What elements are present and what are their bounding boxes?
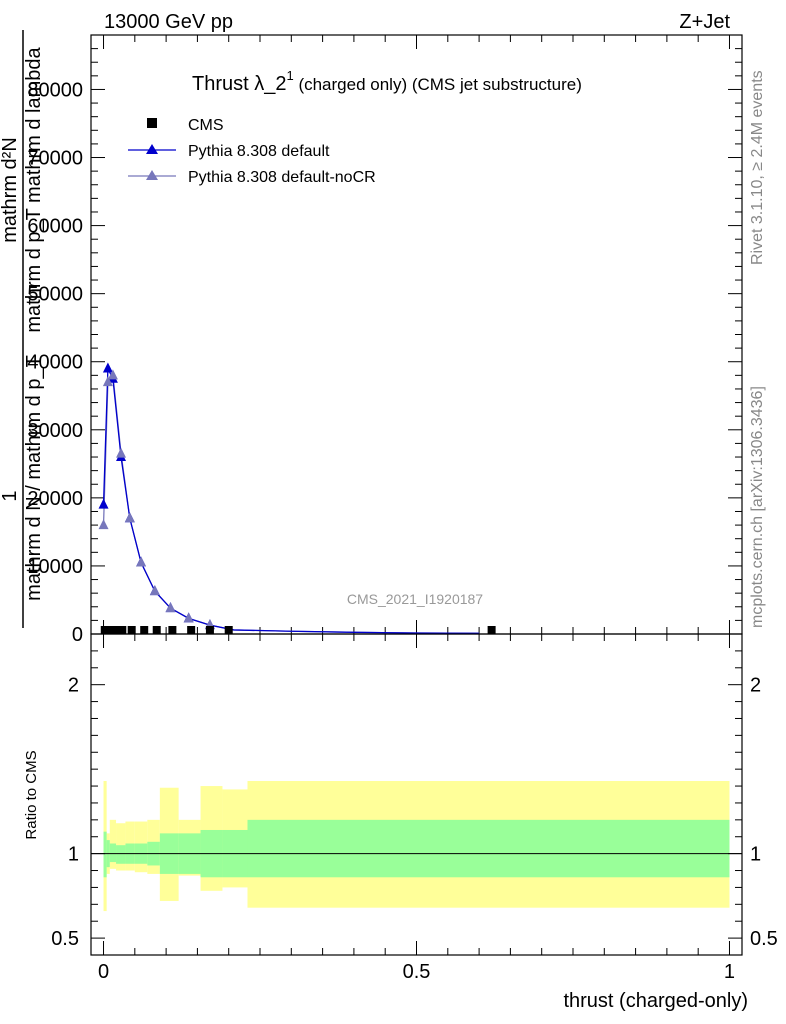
main-y-tick-label-8: 80000: [27, 79, 83, 101]
main-y-tick-label-6: 60000: [27, 216, 83, 238]
ratio-y-tick-label-2: 2: [68, 675, 79, 697]
ratio-y-tick-label-1: 1: [68, 844, 79, 866]
legend-cms-marker: [147, 118, 157, 128]
ratio-band-inner-0: [103, 831, 107, 878]
x-axis-label: thrust (charged-only): [563, 990, 748, 1012]
main-y-tick-label-1: 10000: [27, 556, 83, 578]
cms-marker-11: [487, 626, 496, 634]
main-y-tick-label-3: 30000: [27, 420, 83, 442]
cms-marker-2: [112, 626, 121, 634]
cms-marker-8: [187, 626, 196, 634]
pythia-nocr-marker-3: [116, 447, 127, 458]
ratio-band-inner-11: [247, 819, 730, 878]
cms-marker-1: [105, 626, 114, 634]
plot-title-main: Thrust λ_2: [192, 73, 286, 95]
cms-marker-4: [127, 626, 136, 634]
pythia-nocr-marker-8: [183, 612, 194, 623]
pythia-nocr-marker-4: [124, 512, 135, 523]
x-tick-label-0: 0: [98, 961, 109, 983]
main-y-tick-label-4: 40000: [27, 352, 83, 374]
pythia-nocr-marker-2: [107, 369, 118, 380]
legend: CMS Pythia 8.308 default Pythia 8.308 de…: [128, 117, 376, 186]
y-label-frac-num: 1: [0, 490, 21, 501]
cms-marker-0: [100, 626, 109, 634]
main-y-tick-label-7: 70000: [27, 148, 83, 170]
legend-nocr-marker: [146, 170, 158, 180]
legend-default-marker: [146, 144, 158, 154]
header-process: Z+Jet: [679, 11, 730, 33]
pythia-default-marker-1: [102, 362, 113, 373]
header-energy: 13000 GeV pp: [104, 11, 233, 33]
pythia-nocr-marker-6: [149, 585, 160, 596]
legend-cms-label: CMS: [188, 117, 224, 134]
cms-marker-10: [224, 626, 233, 634]
plot-title: Thrust λ_21 (charged only) (CMS jet subs…: [192, 68, 582, 95]
cms-marker-6: [152, 626, 161, 634]
pythia-nocr-marker-1: [102, 376, 113, 387]
cms-marker-9: [205, 626, 214, 634]
legend-default-label: Pythia 8.308 default: [188, 143, 330, 160]
plot-title-rest: (charged only) (CMS jet substructure): [294, 75, 582, 94]
ratio-band-inner-3: [116, 845, 126, 864]
ratio-y-tick-label-right-0: 0.5: [750, 928, 778, 950]
ratio-y-tick-label-0: 0.5: [51, 928, 79, 950]
cms-marker-7: [168, 626, 177, 634]
y-label-frac-den: mathrm d N / mathrm d p_T: [23, 355, 45, 601]
plot-title-sup: 1: [286, 68, 293, 83]
pythia-default-marker-0: [98, 498, 109, 509]
main-panel: 0 10000 20000 30000 40000 50000 60000 70000 8000…: [27, 34, 743, 646]
main-y-tick-label-5: 50000: [27, 284, 83, 306]
y-label-num: mathrm d²N: [0, 137, 21, 243]
ratio-y-label: Ratio to CMS: [23, 750, 40, 839]
cms-marker-3: [118, 626, 127, 634]
ratio-y-tick-label-right-1: 1: [750, 844, 761, 866]
y-label-den: mathrm d p_T mathrm d lambda: [23, 46, 45, 332]
pythia-nocr-marker-0: [98, 519, 109, 530]
pythia-nocr-marker-5: [136, 556, 147, 567]
analysis-watermark: CMS_2021_I1920187: [347, 591, 483, 607]
legend-nocr-label: Pythia 8.308 default-noCR: [188, 169, 376, 186]
ratio-y-tick-label-right-2: 2: [750, 675, 761, 697]
ratio-band-inner-2: [109, 843, 117, 863]
cms-marker-5: [140, 626, 149, 634]
mcplots-label: mcplots.cern.ch [arXiv:1306.3436]: [749, 386, 766, 628]
rivet-version-label: Rivet 3.1.10, ≥ 2.4M events: [749, 70, 766, 265]
main-y-label: 1 mathrm d N / mathrm d p_T mathrm d²N m…: [0, 30, 45, 628]
main-y-tick-label-2: 20000: [27, 488, 83, 510]
pythia-nocr-marker-7: [165, 602, 176, 613]
x-tick-label-1: 0.5: [403, 961, 431, 983]
x-tick-label-2: 1: [724, 961, 735, 983]
main-y-tick-label-0: 0: [72, 624, 83, 646]
ratio-panel: 0 0.5 1 0.5 0.5 1 1 2 2: [51, 633, 778, 983]
